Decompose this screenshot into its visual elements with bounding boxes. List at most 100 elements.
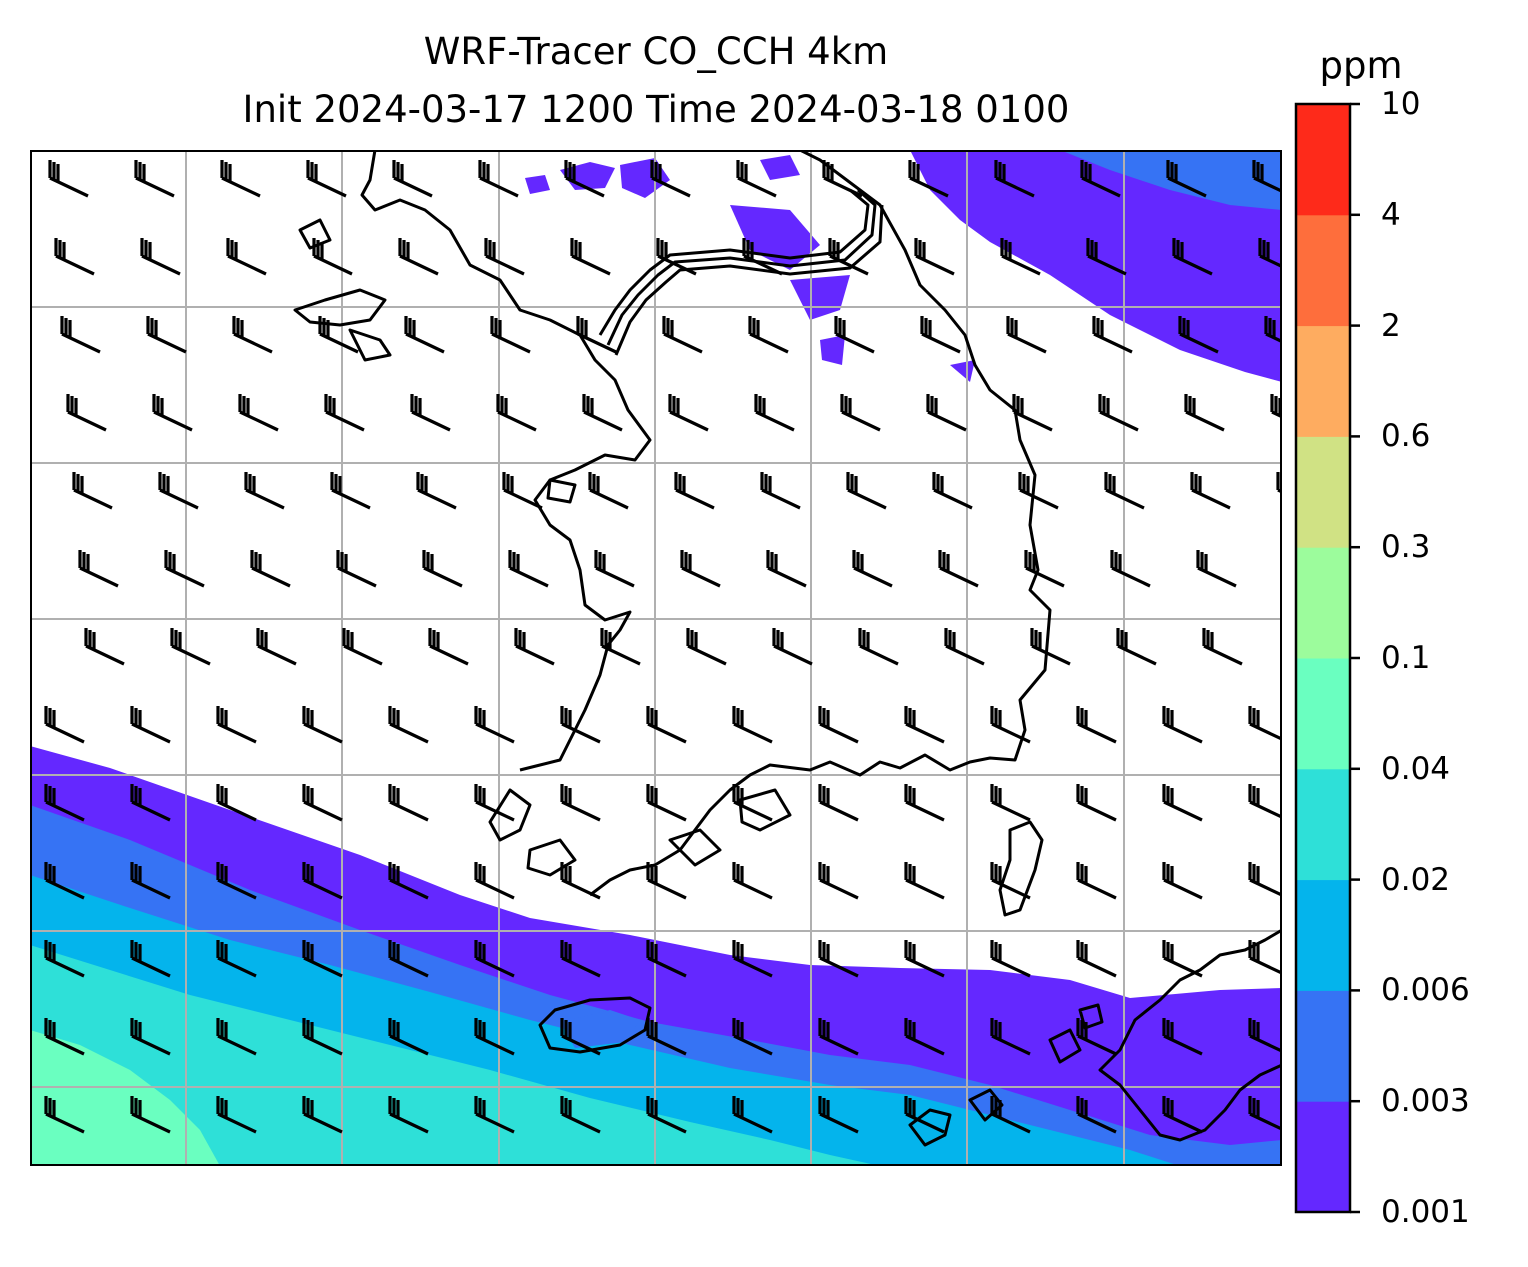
wind-barb [1080,160,1121,198]
wind-barb [140,238,181,276]
wind-barb [742,238,783,276]
wind-barb [1178,316,1219,354]
wind-barb [416,472,457,510]
tracer-fill-northeast [525,150,1282,382]
wind-barb [336,550,377,588]
wind-barb [1006,316,1047,354]
wind-barb [78,550,119,588]
wind-barb [846,472,887,510]
wind-barb [908,160,949,198]
wind-barb [732,784,773,822]
wind-barb [130,1096,171,1134]
colorbar-tick-label: 0.1 [1381,640,1431,676]
wind-barb [748,316,789,354]
wind-barb [388,862,429,900]
wind-barb [904,1018,945,1056]
wind-barb [398,238,439,276]
colorbar-tick-label: 0.3 [1381,529,1431,566]
wind-barb [1190,472,1231,510]
wind-barb [48,160,89,198]
colorbar-tick-label: 2 [1381,307,1401,344]
wind-barb [1248,940,1282,975]
wind-barb [404,316,445,354]
wind-barb [646,784,687,822]
wind-barb [668,394,709,432]
wind-barb [656,238,697,276]
wind-barb [330,472,371,510]
wind-barb [646,706,687,744]
wind-barb [1024,550,1065,588]
wind-barb [130,706,171,744]
colorbar-block [1296,768,1350,881]
wind-barb [44,1018,85,1056]
wind-barb [44,784,85,822]
wind-barb [226,238,267,276]
map-gridlines [30,150,1282,1166]
wind-barb [822,160,863,198]
tracer-speckle-1 [560,162,615,190]
wind-barb [1248,1018,1282,1053]
wind-barb [680,550,721,588]
wind-barb [1172,238,1213,276]
wind-barb [1076,940,1117,978]
wind-barb [650,160,691,198]
wind-barb [216,940,257,978]
wind-barb [904,784,945,822]
wind-barb [422,550,463,588]
coastlines [293,150,1282,1147]
wind-barb [1162,784,1203,822]
wind-barb [772,628,813,666]
wind-barb [388,940,429,978]
wind-barb [324,394,365,432]
wind-barb [840,394,881,432]
wind-barb [1076,1018,1117,1056]
wind-barb [904,706,945,744]
tracer-speckle-5 [790,275,850,320]
wind-barb [428,628,469,666]
colorbar-tick-label: 0.02 [1381,861,1451,898]
chart-title-line2: Init 2024-03-17 1200 Time 2024-03-18 010… [242,88,1070,131]
wind-barb [232,316,273,354]
tracer-speckle-8 [950,360,975,382]
wind-barb [388,1018,429,1056]
wind-barb [990,706,1031,744]
coastline-southeast-islets [908,1003,1104,1147]
wind-barb [1030,628,1071,666]
tracer-band-0.02-south [30,945,880,1166]
wind-barb [1110,550,1151,588]
wind-barb [732,1096,773,1134]
wind-barb [1076,1096,1117,1134]
wind-barb [560,706,601,744]
wind-barb [256,628,297,666]
wind-barb [1086,238,1127,276]
wind-barb [914,238,955,276]
wind-barb [646,1096,687,1134]
wind-barb [130,940,171,978]
wind-barb [926,394,967,432]
wind-barb [766,550,807,588]
wind-barb [474,784,515,822]
wind-barb [484,238,525,276]
wind-barb [250,550,291,588]
wind-barb [496,394,537,432]
wind-barb [514,628,555,666]
wind-barb [54,238,95,276]
colorbar-tick-label: 0.6 [1381,418,1431,455]
wind-barb [388,1096,429,1134]
wind-barb [852,550,893,588]
colorbar-tick-label: 10 [1381,86,1421,122]
wind-barb [216,862,257,900]
wind-barb [1252,160,1282,194]
wind-barb [736,160,777,198]
coastline-east-shore [589,150,1052,897]
wind-barb [858,628,899,666]
wind-barb [1276,472,1282,494]
wind-barb [1104,472,1145,510]
coastline-archipelago-1 [488,788,532,842]
wind-barb [576,316,617,354]
coastline-island-east [998,820,1044,917]
wind-barb [1018,472,1059,510]
wind-barb [1000,238,1041,276]
wind-barb [302,1096,343,1134]
wind-barb [904,1096,945,1134]
